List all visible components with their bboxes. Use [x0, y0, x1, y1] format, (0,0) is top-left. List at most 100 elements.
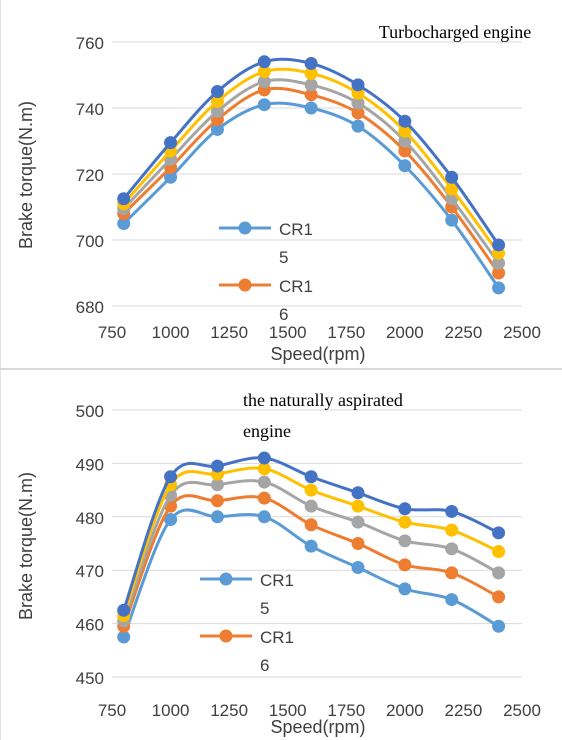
x-tick-label: 1750: [327, 323, 365, 342]
y-tick-label: 740: [76, 100, 104, 119]
data-point: [304, 518, 318, 532]
chart-title-line-1: the naturally aspirated: [243, 390, 403, 410]
legend: CR1 5 CR1 6: [219, 220, 313, 324]
data-point: [398, 515, 412, 529]
data-point: [210, 122, 224, 136]
data-point: [445, 170, 459, 184]
data-point: [492, 566, 506, 580]
data-point: [398, 502, 412, 516]
data-point: [304, 56, 318, 70]
legend-marker-0: [219, 572, 233, 586]
data-point: [117, 630, 131, 644]
naturally-aspirated-chart-panel: 450 460 470 480 490 500 750 1000 1250 1500 1750 20…: [0, 371, 562, 740]
data-point: [492, 526, 506, 540]
data-point: [304, 88, 318, 102]
x-tick-labels: 750 1000 1250 1500 1750 2000 2250 2500: [98, 323, 541, 342]
data-point: [257, 451, 271, 465]
data-point: [304, 499, 318, 513]
legend-label-cont: 6: [279, 305, 288, 324]
data-point: [492, 545, 506, 559]
y-axis-label: Brake torque(N.m): [16, 101, 36, 249]
data-point: [398, 558, 412, 572]
data-point: [351, 486, 365, 500]
data-point: [351, 106, 365, 120]
y-tick-label: 720: [76, 166, 104, 185]
data-point: [304, 483, 318, 497]
turbocharged-chart-panel: 680 700 720 740 760 750 1000 1250 1500 1750 2000 2…: [0, 0, 562, 368]
legend-label-cont: 5: [279, 248, 288, 267]
data-point: [210, 510, 224, 524]
x-tick-labels: 750 1000 1250 1500 1750 2000 2250 2500: [98, 701, 541, 720]
data-point: [492, 590, 506, 604]
y-tick-label: 470: [76, 562, 104, 581]
data-point: [210, 478, 224, 492]
data-point: [117, 192, 131, 206]
data-point: [351, 515, 365, 529]
data-point: [257, 65, 271, 79]
data-point: [257, 55, 271, 69]
x-axis-label: Speed(rpm): [270, 344, 365, 364]
legend-label: CR1: [279, 277, 313, 296]
chart-title: Turbocharged engine: [379, 22, 531, 42]
data-point: [257, 491, 271, 505]
y-tick-label: 490: [76, 455, 104, 474]
data-point: [210, 104, 224, 118]
y-tick-labels: 450 460 470 480 490 500: [76, 402, 104, 688]
data-point: [117, 217, 131, 230]
data-point: [164, 470, 178, 484]
x-tick-label: 750: [98, 323, 126, 342]
data-point: [210, 494, 224, 508]
data-point: [492, 256, 506, 270]
legend-label-cont: 5: [260, 599, 269, 618]
data-point: [398, 159, 412, 173]
x-axis-label: Speed(rpm): [270, 717, 365, 737]
data-point: [351, 78, 365, 92]
legend-marker-1: [238, 278, 252, 292]
x-tick-label: 1500: [269, 323, 307, 342]
data-point: [257, 475, 271, 489]
legend-label: CR1: [279, 220, 313, 239]
series-line-1: [122, 494, 500, 627]
y-axis-label: Brake torque(N.m): [16, 472, 36, 620]
panel-separator: [0, 368, 562, 370]
chart-title-line-2: engine: [243, 421, 291, 441]
data-point: [164, 136, 178, 150]
data-point: [210, 459, 224, 473]
turbocharged-chart: 680 700 720 740 760 750 1000 1250 1500 1750 2000 2…: [16, 22, 541, 364]
x-tick-label: 1000: [152, 701, 190, 720]
data-point: [304, 66, 318, 80]
y-tick-label: 760: [76, 34, 104, 53]
frame-left-border: [0, 0, 1, 740]
x-tick-label: 1250: [210, 323, 248, 342]
data-point: [351, 537, 365, 550]
x-tick-label: 2500: [503, 701, 541, 720]
x-tick-label: 1000: [152, 323, 190, 342]
y-tick-label: 480: [76, 509, 104, 528]
y-tick-labels: 680 700 720 740 760: [76, 34, 104, 317]
x-tick-label: 2250: [445, 701, 483, 720]
data-point: [210, 85, 224, 98]
legend: CR1 5 CR1 6: [200, 571, 294, 675]
data-point: [304, 78, 318, 92]
legend-label: CR1: [260, 571, 294, 590]
data-point: [257, 75, 271, 89]
y-tick-label: 500: [76, 402, 104, 421]
data-point: [257, 510, 271, 524]
data-point: [492, 266, 506, 280]
data-point: [304, 539, 318, 553]
y-tick-label: 450: [76, 669, 104, 688]
data-point: [492, 619, 506, 633]
data-point: [398, 582, 412, 596]
data-point: [351, 499, 365, 513]
data-point: [445, 566, 459, 580]
data-point: [351, 96, 365, 110]
data-point: [117, 603, 131, 617]
data-point: [398, 114, 412, 128]
x-tick-label: 2000: [386, 701, 424, 720]
data-point: [398, 534, 412, 548]
y-tick-label: 460: [76, 616, 104, 635]
x-tick-label: 1500: [269, 701, 307, 720]
legend-marker-0: [238, 221, 252, 235]
x-tick-label: 2250: [445, 323, 483, 342]
data-point: [351, 119, 365, 133]
